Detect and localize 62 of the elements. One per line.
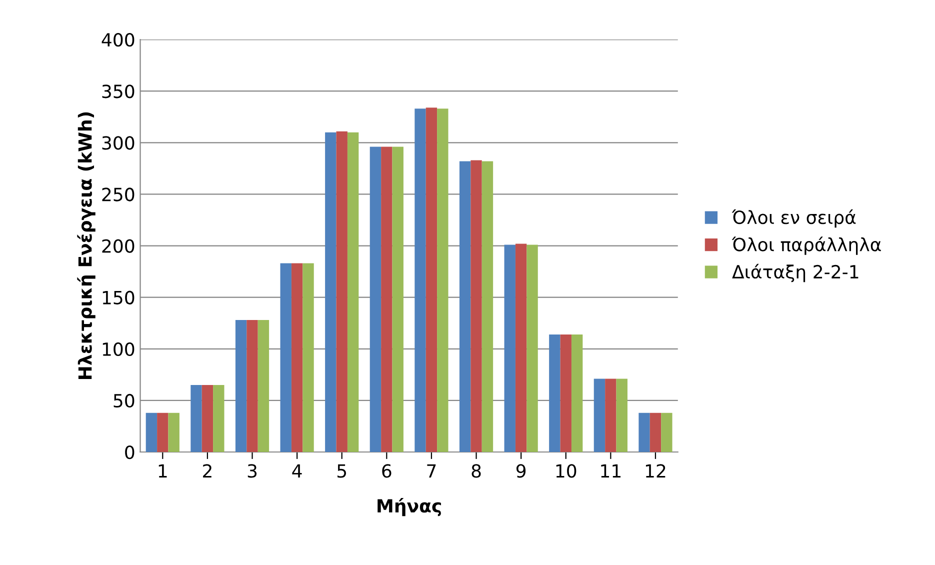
y-tick-label: 250 [102, 188, 134, 202]
bar [325, 132, 336, 452]
bar [616, 378, 628, 452]
x-tick-label: 9 [516, 464, 526, 478]
bar [605, 378, 616, 452]
y-tick-label: 50 [114, 394, 134, 408]
bar [661, 412, 672, 452]
bar [426, 108, 438, 452]
bar [235, 320, 247, 452]
x-tick-label: 4 [292, 464, 302, 478]
bar [650, 412, 662, 452]
y-tick-label: 400 [102, 33, 134, 47]
bar [515, 244, 527, 452]
bar [638, 412, 650, 452]
y-tick-label: 200 [102, 239, 134, 253]
x-tick-label: 10 [556, 464, 576, 478]
x-tick-label: 3 [248, 464, 257, 478]
y-axis-title: Ηλεκτρική Ενέργεια (kWh) [77, 112, 96, 380]
bar [157, 412, 168, 452]
x-tick-label: 6 [382, 464, 392, 478]
bar [437, 108, 448, 452]
bar [168, 412, 180, 452]
bar [336, 131, 348, 452]
bar [459, 161, 471, 452]
x-tick-label: 11 [601, 464, 620, 478]
legend-label: Διάταξη 2-2-1 [732, 264, 858, 282]
bar [571, 334, 583, 452]
x-tick-label: 7 [427, 464, 436, 478]
legend-label: Όλοι παράλληλα [732, 236, 881, 255]
y-tick-label: 0 [125, 445, 134, 460]
bar [470, 160, 482, 452]
bar [549, 334, 560, 452]
x-tick-label: 12 [646, 464, 666, 478]
bar [347, 132, 359, 452]
bar [213, 384, 224, 452]
bar [594, 378, 606, 452]
bar [146, 412, 158, 452]
y-tick-label: 350 [102, 84, 134, 98]
bar [392, 146, 404, 452]
bar [280, 263, 292, 452]
x-tick-label: 1 [158, 464, 167, 478]
bar [291, 263, 303, 452]
x-axis-title: Μήνας [378, 498, 441, 516]
bar [526, 244, 538, 452]
bar [414, 108, 426, 452]
bar [482, 161, 494, 452]
y-tick-label: 150 [102, 290, 134, 304]
bar [258, 320, 270, 452]
bar [302, 263, 314, 452]
x-tick-label: 2 [203, 464, 212, 478]
bar [246, 320, 258, 452]
bar [504, 244, 516, 452]
bar [381, 146, 392, 452]
x-tick-label: 5 [338, 464, 346, 478]
bar [370, 146, 382, 452]
y-tick-label: 300 [102, 136, 134, 150]
legend-label: Όλοι εν σειρά [732, 209, 856, 228]
bar [560, 334, 572, 452]
y-tick-label: 100 [102, 342, 134, 356]
bar [190, 384, 202, 452]
x-tick-label: 8 [472, 464, 481, 478]
bar [202, 384, 214, 452]
